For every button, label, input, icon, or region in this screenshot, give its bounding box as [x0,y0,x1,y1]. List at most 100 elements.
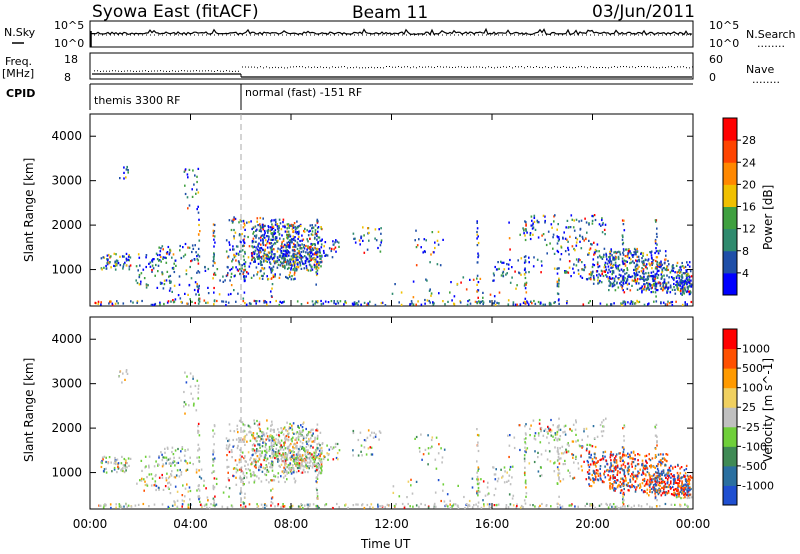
power-cell [494,300,496,303]
power-cell [278,225,280,228]
nsearch-dot [542,34,543,36]
nsearch-legend-dots: ........ [757,37,785,50]
velocity-cell [642,464,644,467]
velocity-cell [558,438,561,441]
nave-dot [178,70,179,72]
power-cell [606,303,608,306]
nsearch-dot [290,34,291,36]
power-cell [566,302,568,305]
power-cell [287,243,289,247]
power-cell [688,293,691,296]
velocity-cell [589,444,592,447]
velocity-cell [226,458,228,462]
velocity-cell [269,456,272,459]
velocity-cell [602,457,604,460]
power-cell [659,266,662,269]
velocity-cell [508,474,511,477]
nave-dot [323,67,324,69]
power-cell [291,258,294,261]
power-cell [646,267,648,270]
velocity-cell [594,445,597,449]
velocity-cell [611,470,614,473]
velocity-cell [592,463,595,466]
power-cell [292,278,295,281]
power-cell [262,268,265,271]
velocity-cell [668,469,671,472]
power-cell [284,253,286,256]
power-cell [127,169,129,172]
nave-dot [169,70,170,72]
velocity-cell [231,450,233,454]
power-cell [252,240,255,243]
nsearch-dot [614,34,615,36]
power-cell [316,255,319,259]
velocity-cell [282,505,285,508]
velocity-cell [537,470,540,473]
power-cell [300,250,303,254]
velocity-cell [298,464,300,467]
power-cell [249,262,252,265]
power-cell [672,277,674,280]
velocity-cell [614,458,616,461]
power-colorbar-label: 12 [742,223,756,236]
velocity-cell [164,451,166,454]
power-cell [560,246,563,249]
velocity-cell [634,458,636,461]
velocity-cell [278,434,280,437]
power-cell [243,268,245,272]
power-cell [235,252,238,255]
velocity-cell [611,483,614,486]
power-cell [641,260,643,263]
power-cell [297,266,300,269]
velocity-cell [641,459,644,462]
power-cell [654,276,656,279]
power-cell [681,279,683,282]
power-cell [447,300,449,303]
power-cell [184,168,187,171]
power-cell [674,271,676,274]
power-cell [243,280,246,283]
nave-dot [665,67,666,69]
power-cell [432,301,434,304]
velocity-cell [656,491,659,494]
power-cell [126,165,128,169]
velocity-cell [160,451,162,454]
velocity-cell [505,504,508,507]
power-cell [617,257,620,260]
velocity-cell [248,431,250,434]
velocity-cell [174,464,176,467]
velocity-cell [522,506,524,509]
power-cell [469,302,472,305]
velocity-cell [300,458,303,461]
power-cell [608,279,610,283]
power-cell [573,263,575,266]
power-cell [601,273,603,276]
velocity-cell [635,475,637,478]
velocity-cell [297,505,300,508]
velocity-cell [549,430,552,433]
velocity-cell [279,465,281,468]
velocity-cell [151,477,154,480]
velocity-cell [627,452,629,455]
power-cell [257,257,259,260]
velocity-cell [203,504,206,507]
nsearch-dot [342,34,343,36]
power-cell [281,243,283,246]
velocity-cell [539,474,541,478]
power-cell [262,274,264,278]
velocity-cell [564,451,566,454]
power-cell [682,289,684,292]
power-cell [156,258,159,261]
power-cell [574,249,576,252]
nsearch-dot [350,34,351,36]
nsearch-dot [278,34,279,36]
power-cell [287,260,290,263]
velocity-cell [221,505,224,508]
nave-dot [389,66,390,68]
power-cell [307,234,310,237]
velocity-cell [506,471,508,474]
power-cell [374,303,377,306]
power-cell [659,284,662,287]
velocity-cell [274,451,277,454]
velocity-cell [568,444,570,447]
